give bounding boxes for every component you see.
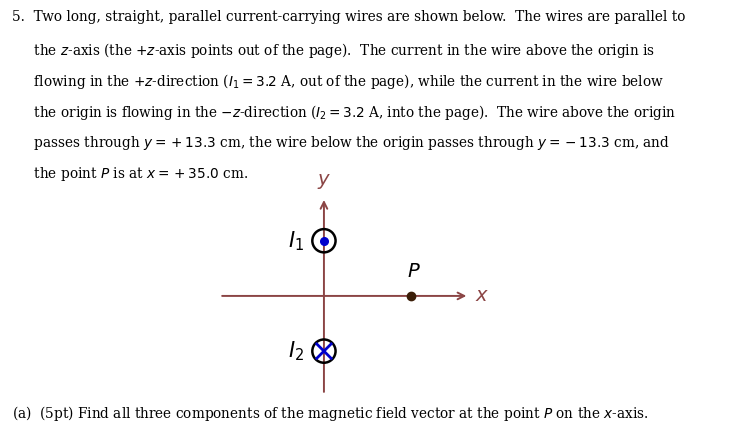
Text: $I_2$: $I_2$ (288, 340, 303, 363)
Text: the origin is flowing in the $-z$-direction ($I_2 = 3.2$ A, into the page).  The: the origin is flowing in the $-z$-direct… (12, 103, 676, 122)
Text: passes through $y = +13.3$ cm, the wire below the origin passes through $y = -13: passes through $y = +13.3$ cm, the wire … (12, 134, 670, 152)
Text: the point $P$ is at $x = +35.0$ cm.: the point $P$ is at $x = +35.0$ cm. (12, 165, 248, 183)
Text: the $z$-axis (the $+z$-axis points out of the page).  The current in the wire ab: the $z$-axis (the $+z$-axis points out o… (12, 41, 655, 60)
Text: $y$: $y$ (317, 172, 331, 191)
Text: $I_1$: $I_1$ (288, 229, 303, 252)
Text: (a)  (5pt) Find all three components of the magnetic field vector at the point $: (a) (5pt) Find all three components of t… (12, 404, 649, 423)
Text: $x$: $x$ (475, 287, 489, 305)
Text: $P$: $P$ (407, 263, 421, 281)
Text: 5.  Two long, straight, parallel current-carrying wires are shown below.  The wi: 5. Two long, straight, parallel current-… (12, 10, 686, 24)
Text: flowing in the $+z$-direction ($I_1 = 3.2$ A, out of the page), while the curren: flowing in the $+z$-direction ($I_1 = 3.… (12, 72, 664, 91)
